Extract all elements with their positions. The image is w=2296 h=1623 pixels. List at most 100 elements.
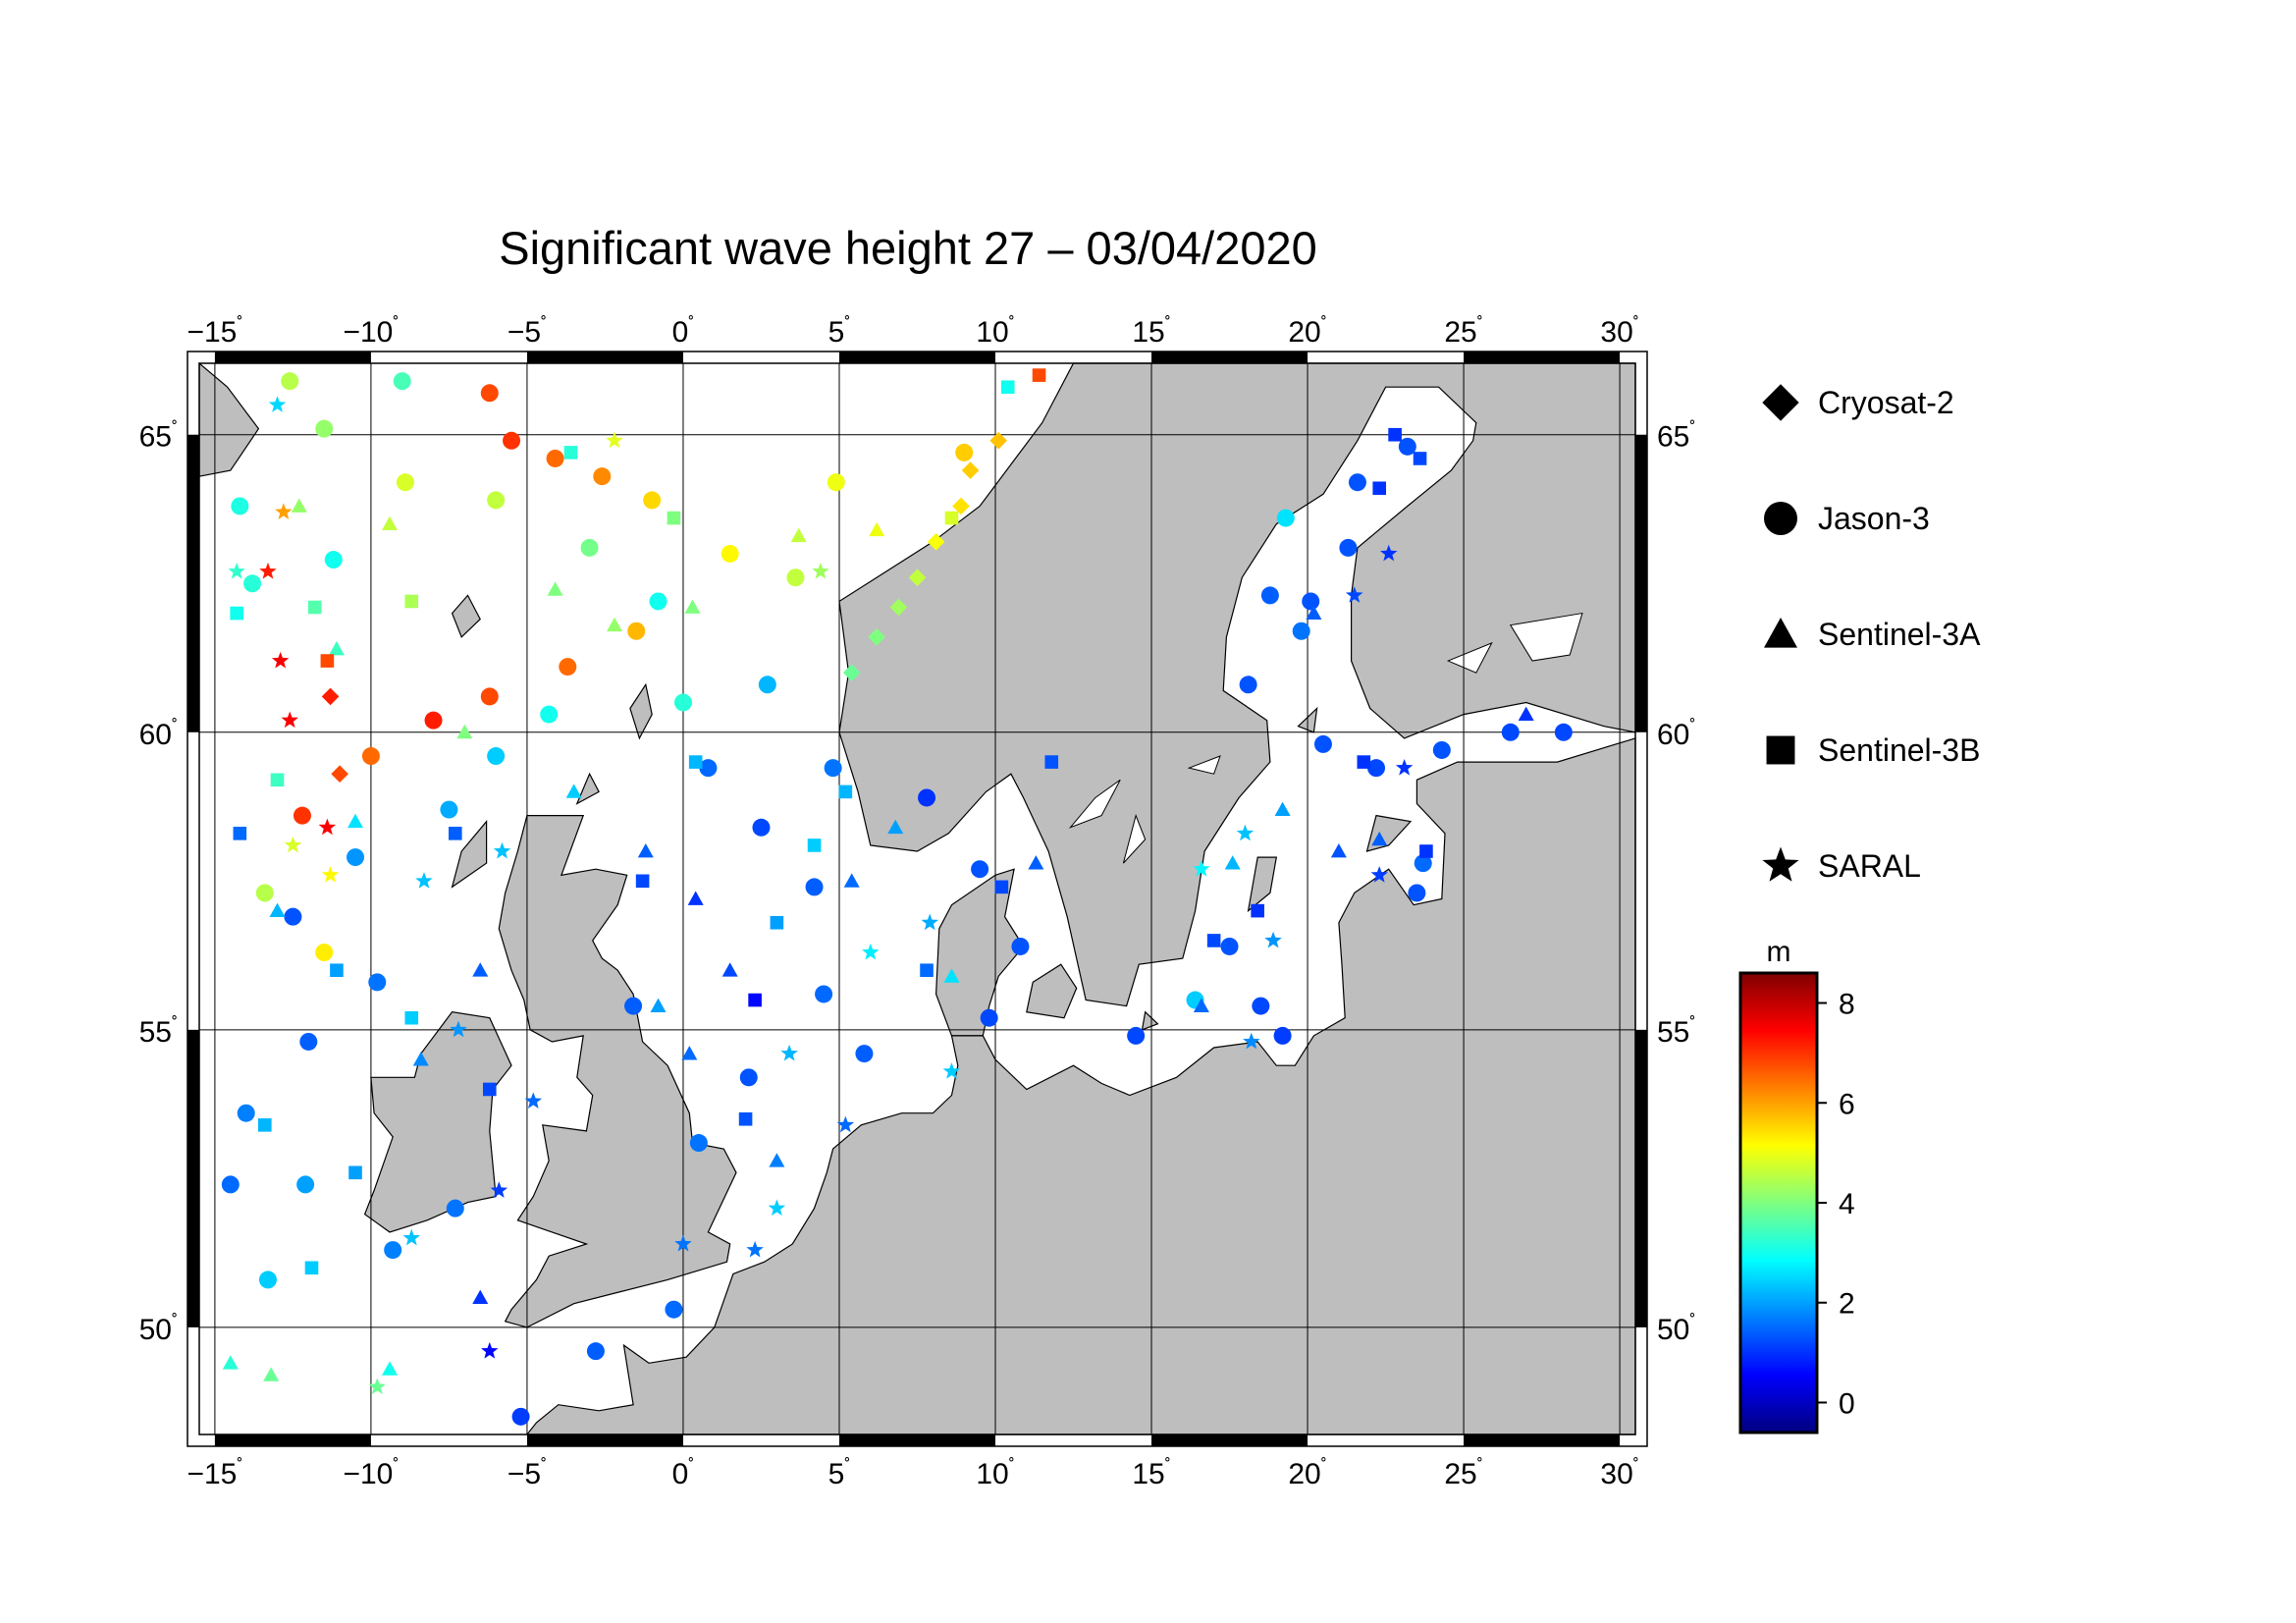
series-saral	[228, 396, 1414, 1394]
star-point	[281, 711, 298, 729]
square-point	[635, 874, 650, 889]
frame-segment	[214, 1434, 371, 1446]
colorbar-tick-label: 4	[1839, 1188, 1855, 1220]
triangle-point	[547, 581, 563, 596]
map-title: Significant wave height 27 – 03/04/2020	[499, 222, 1317, 274]
star-point	[1395, 759, 1414, 776]
circle-point	[1302, 592, 1320, 611]
circle-point	[347, 848, 365, 867]
circle-point	[643, 491, 662, 510]
circle-point	[396, 473, 414, 492]
triangle-point	[606, 617, 622, 632]
triangle-point	[721, 962, 738, 977]
circle-point	[1432, 740, 1451, 759]
diamond-point	[321, 687, 340, 706]
diamond-legend-icon	[1762, 384, 1799, 421]
lon-tick-label-bottom: 10˚	[976, 1456, 1014, 1490]
triangle-point	[637, 843, 654, 858]
triangle-point	[684, 599, 701, 614]
star-point	[1380, 544, 1398, 562]
star-point	[415, 872, 433, 889]
triangle-point	[1028, 855, 1044, 870]
square-point	[994, 880, 1009, 894]
lon-tick-label-bottom: 20˚	[1288, 1456, 1326, 1490]
circle-point	[315, 419, 334, 438]
lon-tick-label-bottom: −10˚	[343, 1456, 399, 1490]
circle-point	[284, 907, 302, 926]
lon-tick-label-bottom: 5˚	[828, 1456, 851, 1490]
lat-tick-label-left: 65˚	[139, 419, 178, 454]
circle-point	[511, 1407, 530, 1426]
square-legend-icon	[1766, 735, 1795, 765]
circle-point	[1239, 676, 1257, 694]
lon-tick-label-bottom: 25˚	[1444, 1456, 1482, 1490]
legend-label: Sentinel-3B	[1818, 732, 1980, 768]
triangle-point	[456, 724, 473, 739]
circle-point	[299, 1032, 318, 1051]
lon-tick-label-top: −10˚	[343, 314, 399, 349]
circle-point	[446, 1199, 464, 1217]
circle-point	[627, 622, 646, 640]
circle-point	[593, 467, 612, 486]
star-point	[1243, 1032, 1260, 1050]
star-point	[1370, 866, 1388, 883]
square-point	[257, 1118, 272, 1132]
square-point	[920, 963, 934, 978]
square-point	[1032, 368, 1046, 382]
square-point	[667, 511, 681, 525]
triangle-point	[291, 498, 307, 513]
colorbar-tick-label: 0	[1839, 1387, 1855, 1420]
lat-tick-label-right: 55˚	[1657, 1014, 1695, 1049]
square-point	[320, 654, 335, 668]
frame-segment	[1635, 434, 1647, 732]
triangle-point	[769, 1153, 785, 1167]
land-scandinavia	[838, 362, 1636, 1007]
frame-segment	[838, 352, 996, 363]
lon-tick-label-top: 30˚	[1600, 314, 1638, 349]
square-point	[738, 1111, 753, 1126]
map-frame	[187, 351, 1648, 1447]
square-point	[482, 1082, 497, 1097]
square-point	[1357, 755, 1371, 769]
series-jason-3	[221, 372, 1573, 1426]
lon-tick-label-top: 0˚	[672, 314, 695, 349]
star-point	[268, 396, 287, 412]
frame-segment	[1464, 1434, 1621, 1446]
frame-segment	[1635, 1029, 1647, 1327]
legend-label: Cryosat-2	[1818, 385, 1954, 420]
land-zealand	[1026, 963, 1078, 1019]
circle-point	[384, 1241, 402, 1260]
diamond-point	[952, 497, 970, 515]
star-point	[606, 431, 623, 449]
circle-point	[1367, 759, 1386, 778]
circle-point	[824, 759, 842, 778]
circle-point	[1127, 1026, 1146, 1045]
circle-point	[480, 384, 499, 403]
lon-tick-label-top: 10˚	[976, 314, 1014, 349]
triangle-point	[687, 891, 704, 905]
circle-point	[231, 497, 249, 515]
star-point	[1346, 586, 1363, 603]
star-point	[836, 1115, 855, 1133]
circle-point	[487, 491, 506, 510]
square-point	[944, 511, 959, 525]
square-point	[1000, 380, 1015, 395]
star-point	[490, 1181, 508, 1198]
triangle-point	[1193, 998, 1209, 1012]
star-point	[524, 1092, 543, 1109]
colorbar-tick-label: 2	[1839, 1288, 1855, 1321]
square-point	[348, 1165, 362, 1180]
triangle-point	[269, 902, 286, 918]
triangle-legend-icon	[1764, 618, 1797, 648]
circle-point	[255, 884, 274, 902]
circle-point	[689, 1134, 708, 1153]
diamond-point	[331, 765, 348, 784]
diamond-point	[961, 461, 980, 479]
circle-point	[361, 747, 380, 766]
circle-point	[296, 1175, 315, 1194]
star-point	[481, 1341, 499, 1359]
square-point	[1044, 755, 1059, 769]
square-point	[448, 827, 462, 840]
land-orkney	[575, 772, 600, 805]
square-point	[770, 915, 784, 930]
